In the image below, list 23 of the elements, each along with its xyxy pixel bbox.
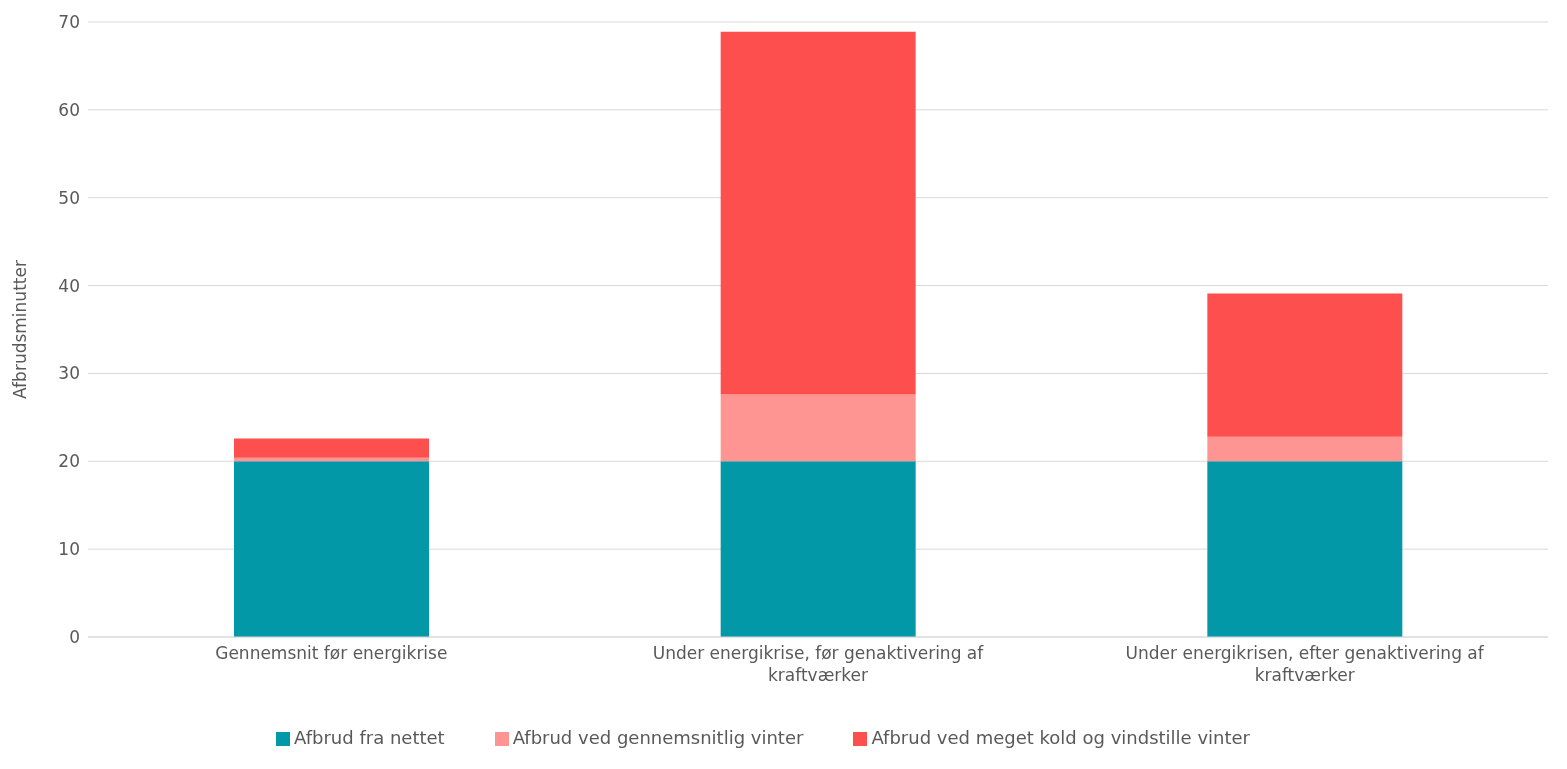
y-tick-label: 20 [58, 451, 80, 472]
bar [720, 31, 916, 395]
x-tick-label: Gennemsnit før energikrise [215, 643, 448, 663]
x-tick-label: Under energikrise, før genaktivering af kraftværker [652, 643, 985, 685]
bar [720, 394, 916, 462]
y-axis-title: Afbrudsminutter [10, 260, 31, 399]
bar [234, 461, 429, 637]
legend-label: Afbrud ved meget kold og vindstille vinter [871, 727, 1250, 748]
bar [1207, 461, 1403, 637]
y-tick-label: 60 [58, 99, 80, 120]
bar [1207, 293, 1403, 437]
y-tick-label: 50 [58, 187, 80, 208]
y-tick-label: 10 [58, 539, 80, 560]
legend-label: Afbrud fra nettet [294, 727, 445, 748]
legend-label: Afbrud ved gennemsnitlig vinter [512, 727, 804, 748]
bar [1207, 436, 1403, 462]
bar [720, 461, 916, 637]
y-tick-label: 0 [69, 627, 80, 648]
bar [234, 438, 429, 458]
y-tick-label: 40 [58, 275, 80, 296]
x-tick-label: Under energikrisen, efter genaktivering af kraftværker [1125, 643, 1485, 685]
y-tick-label: 70 [58, 12, 80, 33]
y-tick-label: 30 [58, 363, 80, 384]
